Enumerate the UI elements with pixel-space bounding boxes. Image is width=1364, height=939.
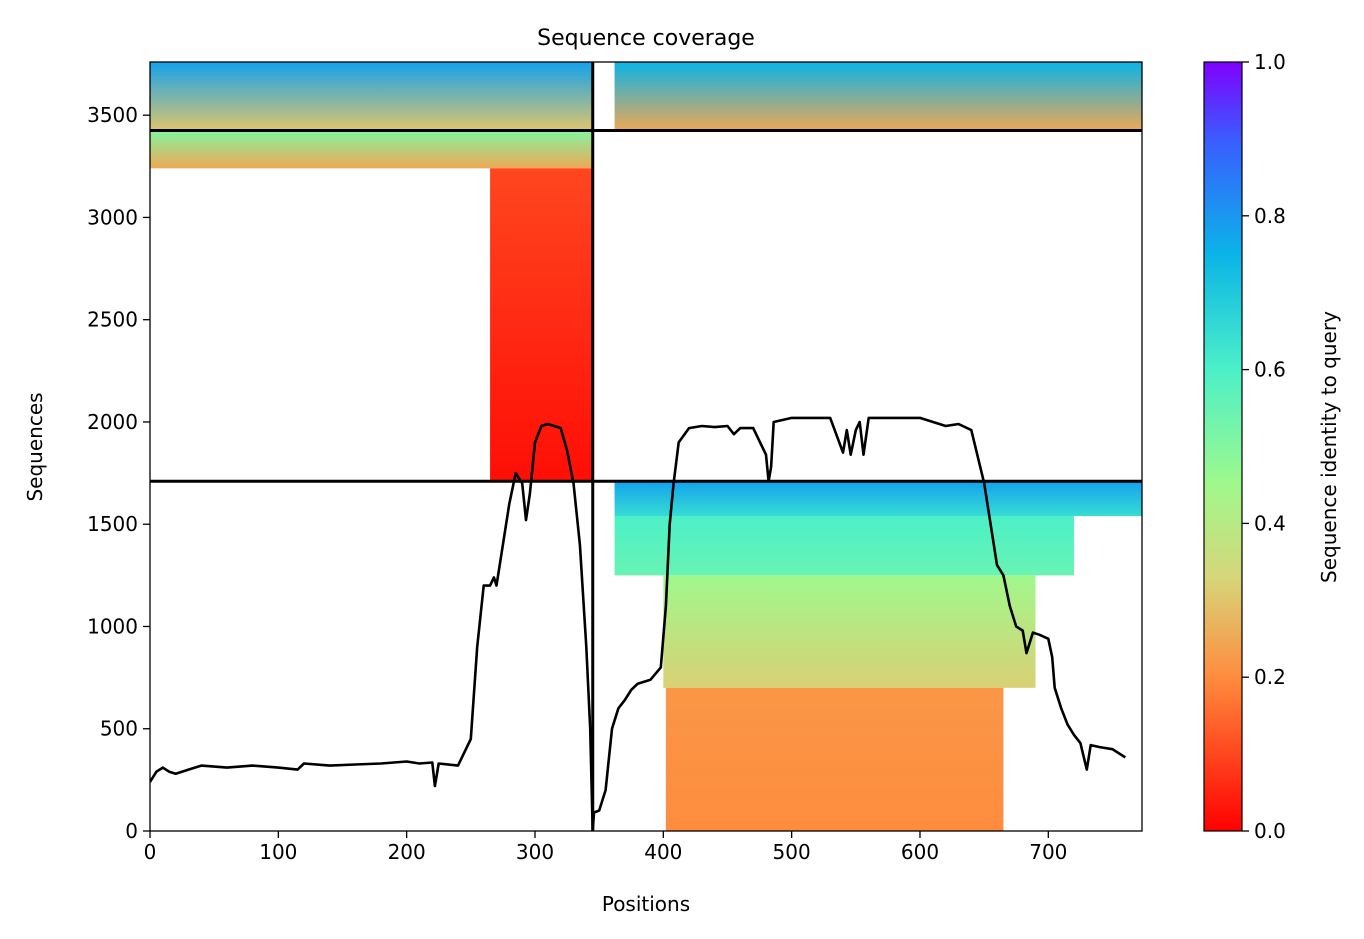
x-axis-ticks: 0 100 200 300 400 500 600 700 [144, 831, 1067, 864]
y-tick-label: 3500 [87, 103, 138, 127]
y-tick-label: 2500 [87, 308, 138, 332]
coverage-block-1 [150, 62, 593, 131]
chart-title: Sequence coverage [537, 26, 755, 51]
coverage-block-6 [663, 575, 1036, 688]
colorbar-tick-label: 0.4 [1254, 511, 1286, 535]
y-tick-label: 1000 [87, 614, 138, 638]
coverage-block-2 [150, 130, 593, 169]
x-tick-label: 400 [644, 840, 682, 864]
coverage-block-0 [614, 62, 1142, 131]
colorbar-tick-label: 0.0 [1254, 819, 1286, 843]
y-tick-label: 500 [100, 717, 138, 741]
colorbar-gradient [1203, 61, 1243, 832]
coverage-line-layer [150, 416, 1127, 831]
x-tick-label: 0 [144, 840, 157, 864]
y-axis-ticks: 0 500 1000 1500 2000 2500 3000 3500 [87, 103, 150, 843]
coverage-block-7 [665, 687, 1004, 831]
y-tick-label: 2000 [87, 410, 138, 434]
x-tick-label: 200 [388, 840, 426, 864]
colorbar-tick-label: 0.8 [1254, 204, 1286, 228]
plot-frame [149, 61, 1143, 832]
coverage-block-3 [490, 168, 593, 482]
domain-boundaries [150, 62, 1142, 831]
y-tick-label: 0 [125, 819, 138, 843]
x-tick-label: 700 [1029, 840, 1067, 864]
coverage-line [150, 416, 1127, 831]
colorbar-label: Sequence identity to query [1317, 311, 1341, 583]
colorbar-ticks: 0.0 0.2 0.4 0.6 0.8 1.0 [1242, 50, 1286, 843]
coverage-block-5 [614, 516, 1074, 576]
x-tick-label: 300 [516, 840, 554, 864]
x-tick-label: 100 [259, 840, 297, 864]
colorbar-tick-label: 0.6 [1254, 358, 1286, 382]
plot-area [149, 61, 1143, 832]
colorbar-tick-label: 0.2 [1254, 665, 1286, 689]
y-axis-label: Sequences [23, 392, 47, 501]
x-tick-label: 500 [773, 840, 811, 864]
y-tick-label: 3000 [87, 205, 138, 229]
coverage-block-4 [614, 481, 1142, 517]
y-tick-label: 1500 [87, 512, 138, 536]
x-tick-label: 600 [901, 840, 939, 864]
colorbar: 0.0 0.2 0.4 0.6 0.8 1.0 Sequence identity to … [1203, 50, 1341, 843]
colorbar-tick-label: 1.0 [1254, 50, 1286, 74]
x-axis-label: Positions [602, 892, 690, 916]
